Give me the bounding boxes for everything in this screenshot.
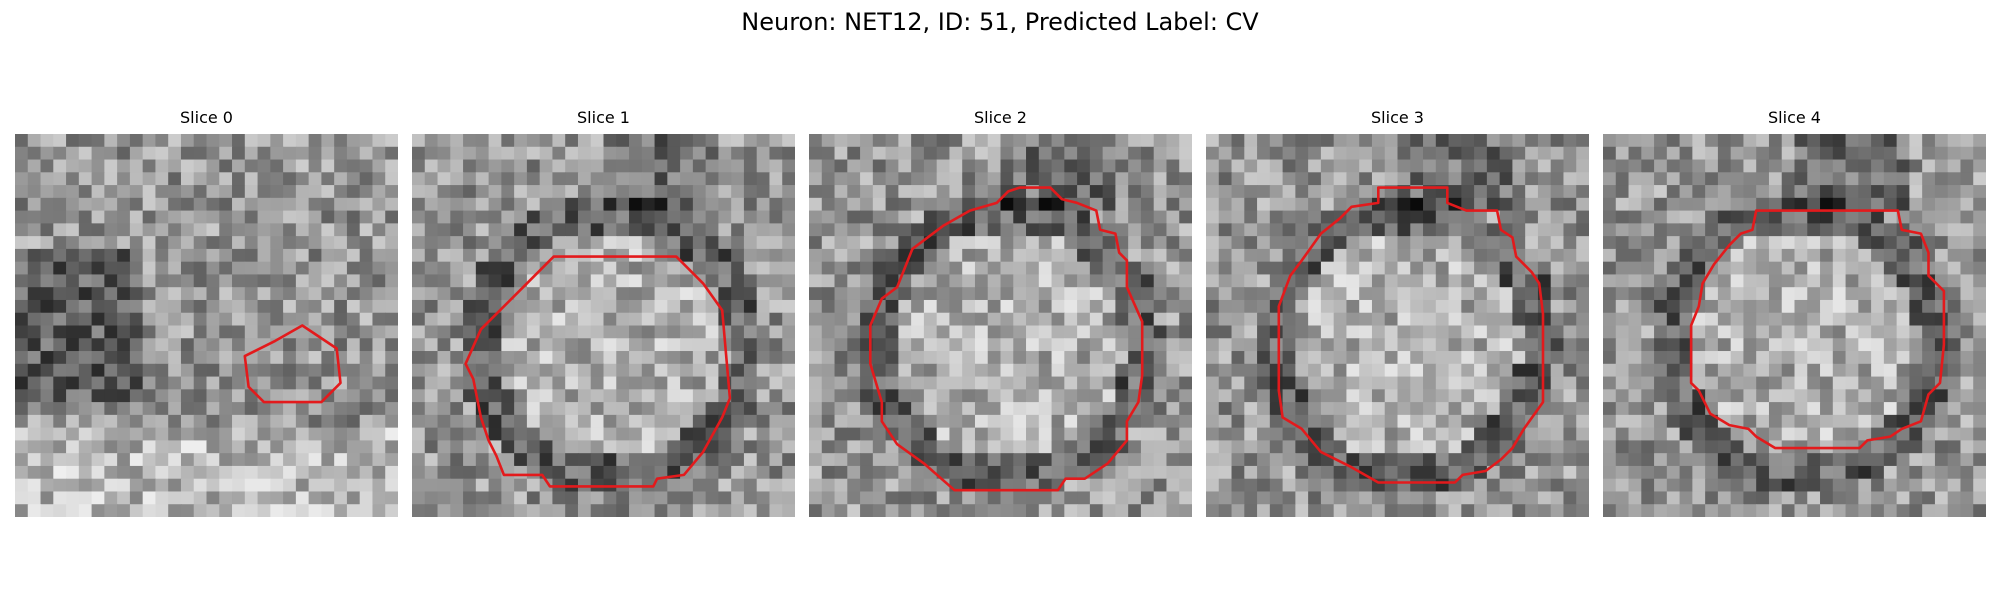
slice-image — [15, 134, 398, 517]
roi-contour — [243, 324, 342, 404]
slice-image — [1206, 134, 1589, 517]
slice-image — [1603, 134, 1986, 517]
grayscale-pixels — [15, 134, 398, 517]
roi-contour — [464, 255, 732, 488]
slice-panel: Slice 0 — [15, 108, 398, 517]
slice-title: Slice 2 — [974, 108, 1027, 127]
grayscale-pixels — [1206, 134, 1589, 517]
slice-panel: Slice 1 — [412, 108, 795, 517]
grayscale-pixels — [1603, 134, 1986, 517]
slice-title: Slice 3 — [1371, 108, 1424, 127]
slice-panel: Slice 2 — [809, 108, 1192, 517]
slice-image — [412, 134, 795, 517]
roi-contour — [1689, 209, 1946, 450]
grayscale-pixels — [809, 134, 1192, 517]
slice-title: Slice 4 — [1768, 108, 1821, 127]
slice-panel: Slice 3 — [1206, 108, 1589, 517]
roi-contour — [1277, 186, 1545, 484]
figure-title: Neuron: NET12, ID: 51, Predicted Label: … — [741, 8, 1259, 36]
slice-title: Slice 0 — [180, 108, 233, 127]
roi-contour — [868, 186, 1144, 492]
slice-image — [809, 134, 1192, 517]
slice-title: Slice 1 — [577, 108, 630, 127]
grayscale-pixels — [412, 134, 795, 517]
slice-panel: Slice 4 — [1603, 108, 1986, 517]
